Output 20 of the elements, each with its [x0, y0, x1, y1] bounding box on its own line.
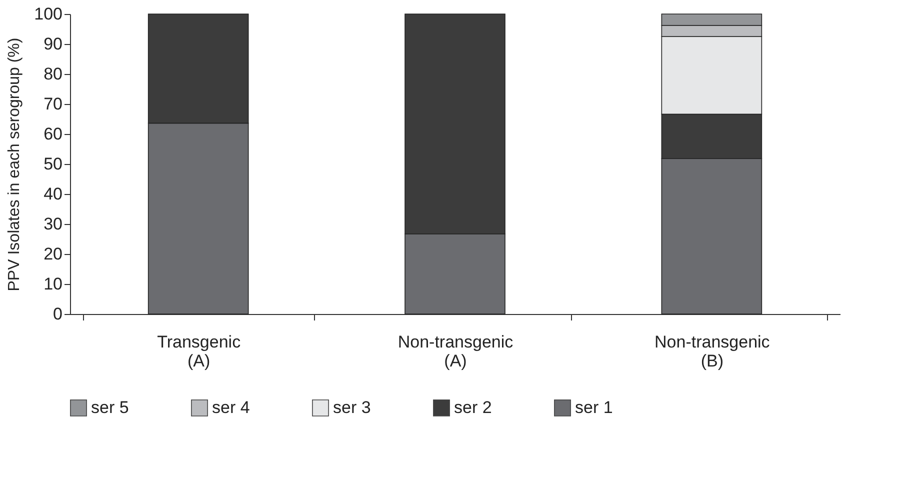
y-tick-label: 20 — [44, 244, 62, 264]
y-tick-label: 10 — [44, 274, 62, 294]
x-tick-label: Transgenic (A) — [157, 332, 242, 370]
y-tick-label: 40 — [44, 184, 62, 204]
legend-label: ser 5 — [91, 398, 129, 417]
y-tick-label: 80 — [44, 64, 62, 84]
x-tick-label: Non-transgenic (B) — [654, 332, 770, 370]
x-tick-label: Non-transgenic (A) — [398, 332, 514, 370]
y-tick-label: 70 — [44, 94, 62, 114]
y-tick-label: 60 — [44, 124, 62, 144]
legend-label: ser 4 — [212, 398, 250, 417]
y-tick-label: 50 — [44, 154, 62, 174]
y-tick-label: 100 — [34, 4, 62, 24]
legend-label: ser 3 — [333, 398, 371, 417]
y-tick-label: 90 — [44, 34, 62, 54]
y-tick-label: 0 — [53, 304, 62, 324]
legend-label: ser 1 — [575, 398, 613, 417]
y-axis-title: PPV Isolates in each serogroup (%) — [6, 38, 24, 292]
y-tick-label: 30 — [44, 214, 62, 234]
legend-label: ser 2 — [454, 398, 492, 417]
